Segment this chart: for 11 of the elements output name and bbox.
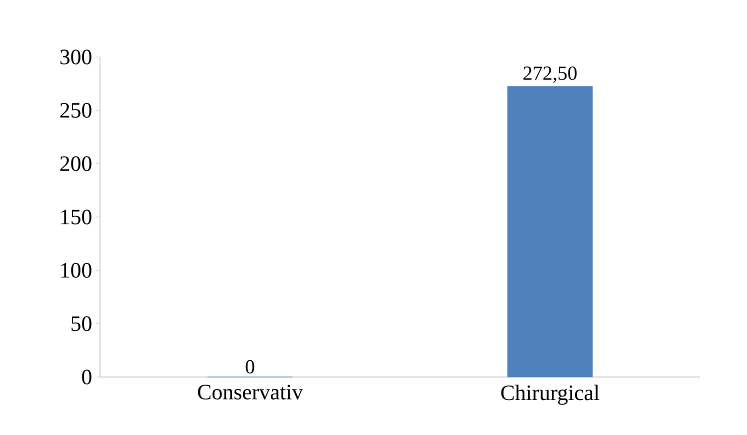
y-tick-label: 100 bbox=[61, 262, 92, 278]
data-label: 272,50 bbox=[523, 66, 577, 83]
data-label: 0 bbox=[246, 360, 254, 374]
x-tick-label: Chirurgical bbox=[501, 384, 600, 405]
y-tick-label: 0 bbox=[82, 370, 92, 384]
x-tick-label: Conservativ bbox=[198, 384, 303, 400]
y-tick-label: 300 bbox=[60, 50, 92, 64]
y-tick-label: 150 bbox=[61, 210, 92, 224]
y-tick-label: 50 bbox=[72, 316, 92, 332]
y-tick-label: 200 bbox=[60, 156, 92, 172]
y-tick-label: 250 bbox=[60, 102, 92, 118]
